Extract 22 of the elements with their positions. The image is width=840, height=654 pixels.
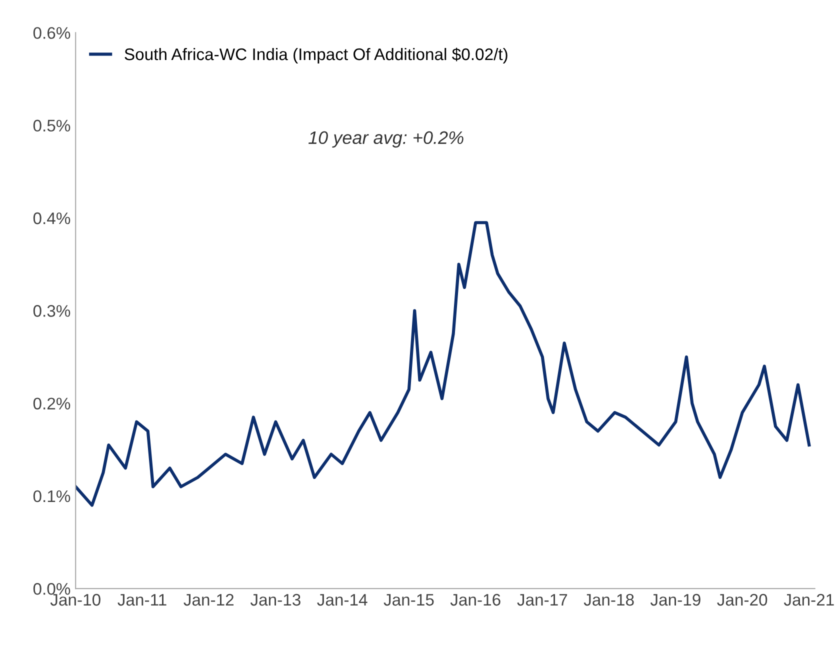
x-tick-label: Jan-14 — [317, 594, 368, 606]
x-tick-label: Jan-21 — [784, 594, 834, 606]
x-tick-label: Jan-16 — [450, 594, 500, 606]
x-tick-label: Jan-20 — [717, 594, 768, 606]
y-tick-label: 0.4% — [33, 212, 70, 224]
x-tick-label: Jan-15 — [384, 594, 434, 606]
x-tick-label: Jan-10 — [50, 594, 100, 606]
y-tick-label: 0.1% — [33, 490, 70, 502]
x-tick-label: Jan-18 — [584, 594, 634, 606]
y-tick-label: 0.5% — [33, 120, 70, 132]
y-tick-label: 0.2% — [33, 398, 70, 410]
annotation: 10 year avg: +0.2% — [308, 131, 464, 148]
x-tick-label: Jan-17 — [517, 594, 568, 606]
x-tick-label: Jan-12 — [184, 594, 234, 606]
x-tick-label: Jan-11 — [118, 594, 166, 606]
y-tick-label: 0.3% — [33, 305, 70, 317]
legend-label: South Africa-WC India (Impact Of Additional $0.02/t) — [124, 48, 508, 64]
x-tick-label: Jan-19 — [650, 594, 700, 606]
line-series — [76, 221, 811, 507]
y-tick-label: 0.6% — [33, 27, 70, 39]
x-tick-label: Jan-13 — [250, 594, 300, 606]
y-tick-label: 0.0% — [33, 583, 70, 595]
